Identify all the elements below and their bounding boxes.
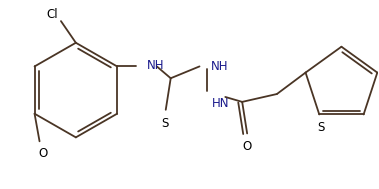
Text: O: O bbox=[243, 140, 252, 153]
Text: S: S bbox=[318, 121, 325, 134]
Text: O: O bbox=[38, 147, 47, 160]
Text: HN: HN bbox=[211, 97, 229, 110]
Text: NH: NH bbox=[210, 60, 228, 73]
Text: S: S bbox=[161, 117, 168, 130]
Text: NH: NH bbox=[147, 59, 164, 72]
Text: Cl: Cl bbox=[46, 8, 58, 21]
